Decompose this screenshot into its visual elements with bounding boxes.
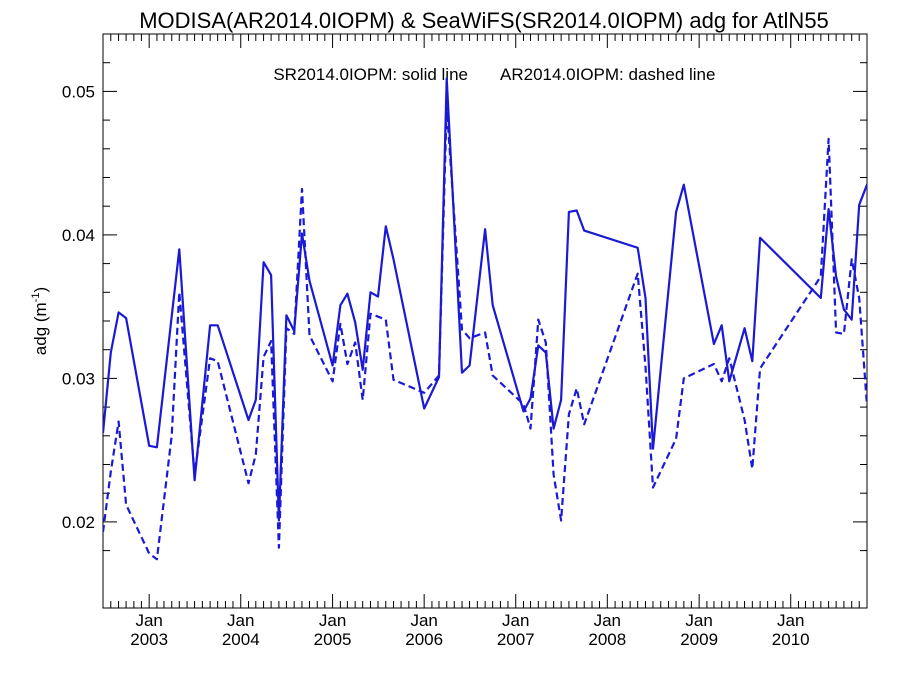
x-tick-month-label: Jan [227, 611, 254, 630]
y-axis-label-main: adg (m [31, 302, 50, 355]
x-tick-year-label: 2005 [314, 630, 352, 649]
y-axis-label-unit-exponent: -1 [30, 292, 42, 302]
x-tick-year-label: 2004 [222, 630, 260, 649]
x-tick-month-label: Jan [319, 611, 346, 630]
x-tick-year-label: 2007 [497, 630, 535, 649]
x-tick-month-label: Jan [502, 611, 529, 630]
y-tick-label: 0.04 [62, 226, 95, 245]
annotation-dashed: AR2014.0IOPM: dashed line [500, 65, 715, 84]
x-tick-year-label: 2006 [405, 630, 443, 649]
y-axis-label-close: ) [31, 287, 50, 293]
series-layer [103, 77, 867, 561]
y-tick-label: 0.05 [62, 82, 95, 101]
x-tick-year-label: 2003 [130, 630, 168, 649]
x-tick-month-label: Jan [777, 611, 804, 630]
y-tick-label: 0.03 [62, 369, 95, 388]
series-line-solid [103, 77, 867, 522]
x-tick-month-label: Jan [410, 611, 437, 630]
x-tick-month-label: Jan [594, 611, 621, 630]
x-tick-month-label: Jan [135, 611, 162, 630]
x-tick-year-label: 2008 [588, 630, 626, 649]
y-axis: 0.02 0.03 0.04 0.05 [62, 33, 867, 552]
chart-title: MODISA(AR2014.0IOPM) & SeaWiFS(SR2014.0I… [139, 8, 829, 33]
y-tick-label: 0.02 [62, 513, 95, 532]
x-tick-month-label: Jan [685, 611, 712, 630]
x-tick-year-label: 2009 [680, 630, 718, 649]
y-axis-label: adg (m-1) [30, 287, 50, 355]
annotation-solid: SR2014.0IOPM: solid line [273, 65, 468, 84]
series-line-dashed [103, 104, 867, 561]
x-axis: Jan2003Jan2004Jan2005Jan2006Jan2007Jan20… [102, 34, 868, 649]
x-tick-year-label: 2010 [772, 630, 810, 649]
plot-frame [102, 33, 868, 609]
